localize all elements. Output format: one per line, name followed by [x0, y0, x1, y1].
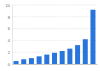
- bar: [14, 61, 19, 64]
- y-tick-label: 8: [8, 15, 11, 20]
- grid-line: [12, 28, 97, 29]
- bar: [83, 39, 88, 64]
- bars: [14, 10, 96, 64]
- x-axis: [13, 64, 98, 66]
- plot: 0 2 4 6 8 10: [6, 3, 98, 67]
- y-axis-line: [12, 6, 13, 65]
- y-tick: 2: [8, 50, 12, 55]
- grid: [12, 5, 97, 64]
- y-tick-label: 2: [8, 50, 11, 55]
- chart-svg: 0 2 4 6 8 10: [0, 0, 100, 71]
- bar: [60, 51, 65, 64]
- bar: [52, 53, 57, 64]
- y-tick-label: 0: [8, 62, 11, 67]
- y-tick: 10: [6, 3, 12, 8]
- grid-line: [12, 16, 97, 17]
- x-axis-line: [13, 64, 98, 65]
- y-tick-label: 4: [8, 38, 11, 43]
- grid-line: [12, 5, 97, 6]
- y-axis: 0 2 4 6 8 10: [6, 3, 13, 67]
- bar: [75, 45, 80, 64]
- bar: [21, 59, 26, 64]
- bar: [37, 56, 42, 64]
- y-tick: 6: [8, 26, 12, 31]
- y-tick-label: 10: [6, 3, 11, 8]
- y-tick: 4: [8, 38, 12, 43]
- bar: [67, 49, 72, 64]
- y-tick: 0: [8, 62, 12, 67]
- chart-container: 0 2 4 6 8 10: [0, 0, 100, 71]
- bar: [90, 10, 95, 64]
- y-tick: 8: [8, 15, 12, 20]
- bar: [44, 55, 49, 64]
- y-tick-label: 6: [8, 26, 11, 31]
- bar: [29, 58, 34, 64]
